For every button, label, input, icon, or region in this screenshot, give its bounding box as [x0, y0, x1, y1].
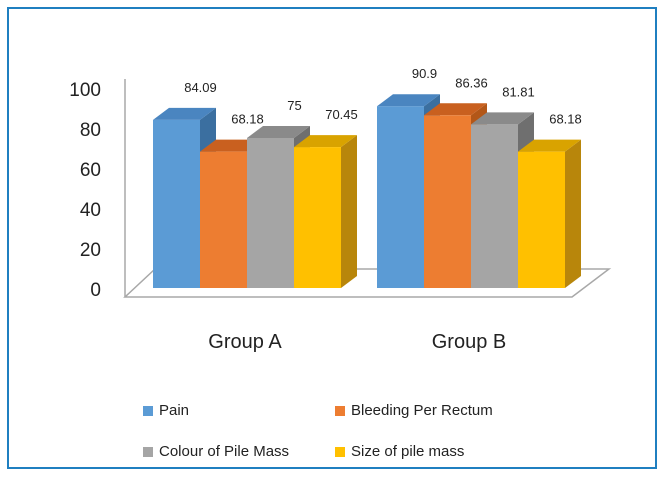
- bar-front: [294, 147, 341, 288]
- data-label: 81.81: [502, 84, 535, 99]
- data-label: 84.09: [184, 80, 217, 95]
- bar-top: [518, 139, 581, 152]
- legend-item-size-of-pile-mass: Size of pile mass: [335, 443, 464, 460]
- data-label: 75: [287, 98, 301, 113]
- bar-top: [424, 103, 487, 116]
- x-axis: Group A Group B: [208, 331, 506, 353]
- bar-front: [377, 106, 424, 288]
- x-category-label: Group A: [208, 331, 282, 353]
- legend-swatch: [335, 405, 345, 416]
- legend-swatch: [143, 405, 153, 416]
- bar-front: [200, 151, 247, 288]
- data-label: 68.18: [231, 112, 264, 127]
- bar-top: [247, 126, 310, 138]
- data-label: 86.36: [455, 75, 488, 90]
- legend-label: Colour of Pile Mass: [159, 443, 290, 460]
- y-tick-label: 60: [80, 160, 101, 181]
- bar-front: [247, 138, 294, 288]
- legend-label: Size of pile mass: [351, 443, 465, 460]
- legend-swatch: [143, 446, 153, 457]
- legend-item-colour-of-pile-mass: Colour of Pile Mass: [143, 443, 289, 460]
- y-tick-label: 80: [80, 120, 101, 141]
- y-axis: 0 20 40 60 80 100: [69, 79, 126, 301]
- legend-item-pain: Pain: [143, 402, 189, 419]
- data-label: 90.9: [412, 66, 437, 81]
- data-label: 70.45: [325, 107, 358, 122]
- bar: [518, 139, 581, 288]
- bars: 84.09 90.9 68.18 86.36 75 81.81 70.45 68.18: [153, 66, 582, 288]
- legend-swatch: [335, 446, 345, 457]
- bar-top: [377, 94, 440, 107]
- bar-side: [341, 135, 357, 288]
- bar-front: [153, 119, 200, 288]
- legend-label: Pain: [159, 402, 190, 419]
- bar-top: [153, 107, 216, 120]
- y-tick-label: 0: [90, 280, 101, 301]
- bar-front: [518, 151, 565, 288]
- legend-item-bleeding-per-rectum: Bleeding Per Rectum: [335, 402, 493, 419]
- y-tick-label: 20: [80, 240, 101, 261]
- y-tick-label: 40: [80, 200, 101, 221]
- bar-top: [471, 112, 534, 125]
- bar-front: [424, 115, 471, 288]
- x-category-label: Group B: [432, 331, 506, 353]
- legend-label: Bleeding Per Rectum: [351, 402, 493, 419]
- data-label: 68.18: [549, 112, 582, 127]
- bar-top: [294, 135, 357, 148]
- y-tick-label: 100: [69, 80, 101, 101]
- bar-side: [565, 139, 581, 288]
- bar-front: [471, 124, 518, 288]
- bar: [294, 135, 357, 288]
